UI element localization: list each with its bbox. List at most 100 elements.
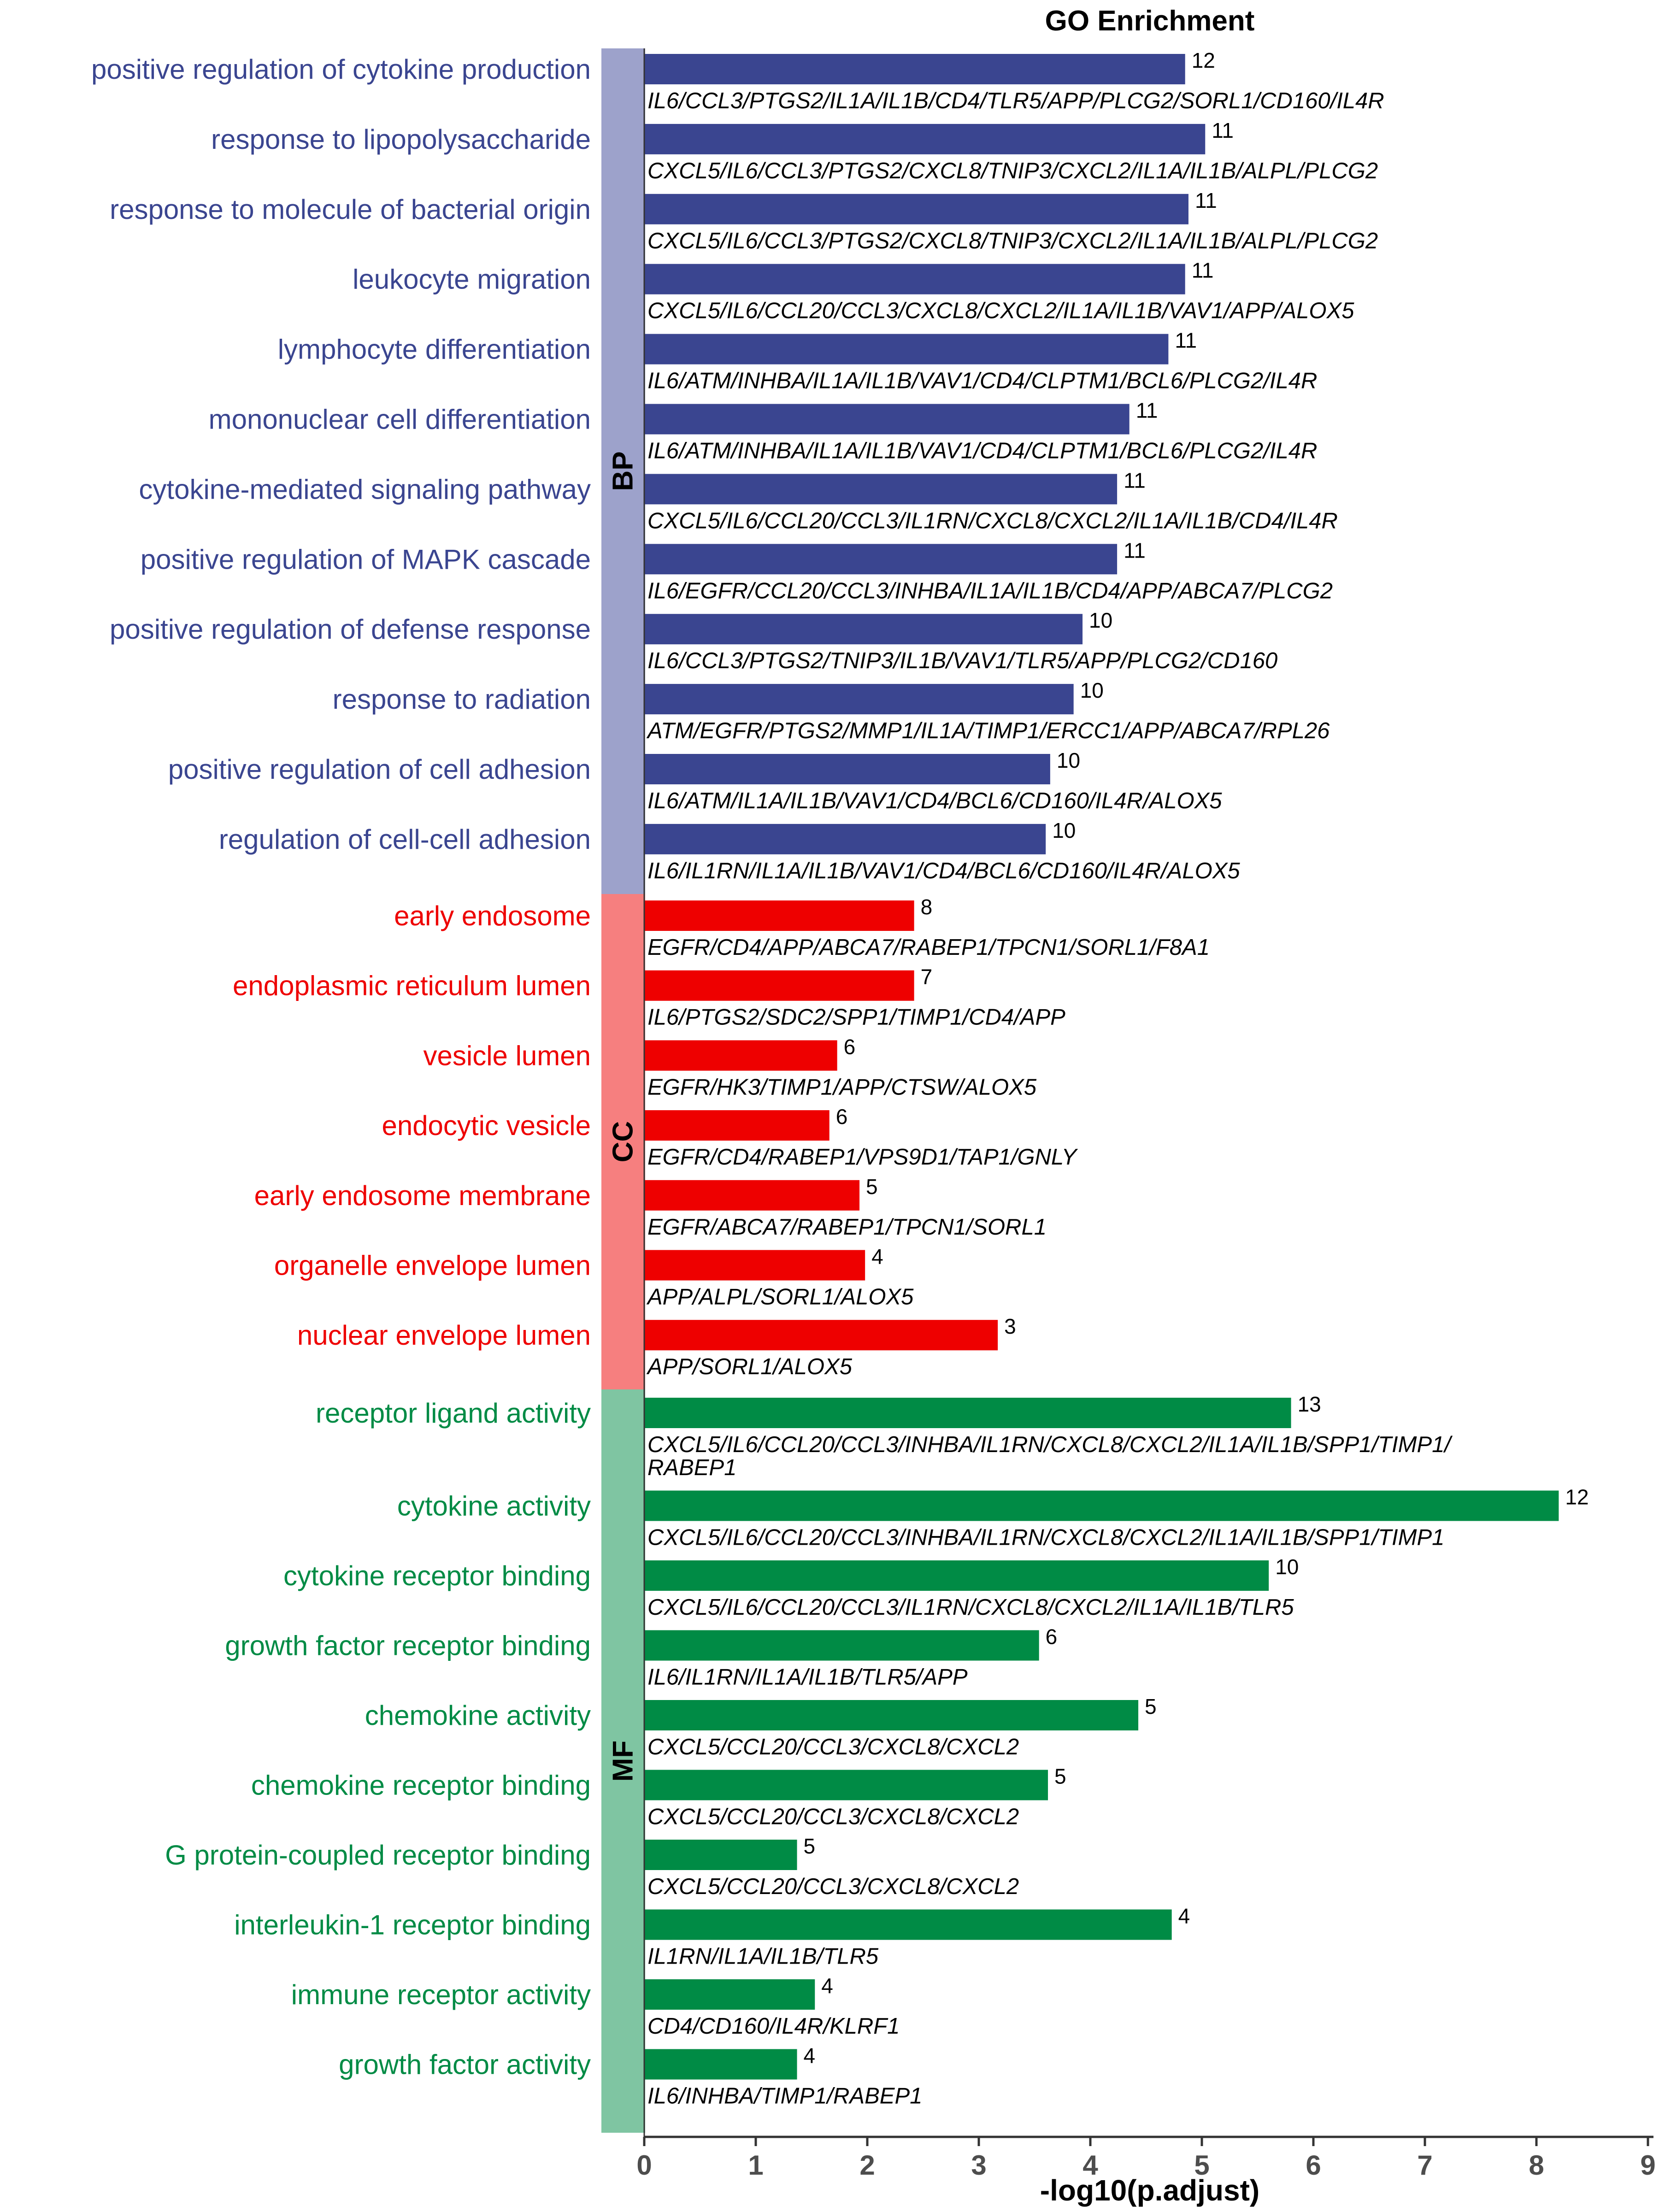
term-label: growth factor activity [339,2049,591,2080]
term-label: cytokine-mediated signaling pathway [139,474,591,505]
gene-list: IL6/INHBA/TIMP1/RABEP1 [647,2084,922,2109]
gene-list: IL6/IL1RN/IL1A/IL1B/TLR5/APP [647,1665,968,1690]
facet-strips: BP CC MF [601,48,645,2133]
term-label: positive regulation of cytokine producti… [91,54,591,85]
count-label: 5 [1145,1694,1157,1718]
term-label: organelle envelope lumen [274,1250,591,1281]
bar [644,1909,1172,1940]
term-label: cytokine activity [397,1491,591,1522]
count-label: 3 [1004,1314,1016,1338]
bar [644,1770,1048,1800]
bar [644,1979,815,2010]
bar [644,474,1118,505]
gene-list: CXCL5/IL6/CCL20/CCL3/INHBA/IL1RN/CXCL8/C… [647,1432,1453,1457]
bar [644,1320,998,1351]
gene-list: EGFR/CD4/RABEP1/VPS9D1/TAP1/GNLY [647,1145,1078,1170]
count-label: 11 [1124,538,1146,562]
bar [644,684,1074,715]
gene-list: CXCL5/CCL20/CCL3/CXCL8/CXCL2 [647,1735,1019,1759]
bar [644,614,1083,645]
gene-list: EGFR/ABCA7/RABEP1/TPCN1/SORL1 [647,1215,1047,1240]
count-label: 13 [1298,1392,1321,1416]
gene-list: IL6/EGFR/CCL20/CCL3/INHBA/IL1A/IL1B/CD4/… [647,578,1333,603]
count-label: 11 [1192,259,1214,282]
x-tick-label: 7 [1417,2150,1432,2181]
gene-list: CXCL5/IL6/CCL20/CCL3/CXCL8/CXCL2/IL1A/IL… [647,299,1354,324]
term-label: early endosome [394,900,591,931]
facet-strip-mf [601,1389,645,2133]
count-label: 5 [804,1834,816,1858]
count-label: 6 [844,1035,856,1059]
bar [644,824,1046,854]
gene-list: IL6/IL1RN/IL1A/IL1B/VAV1/CD4/BCL6/CD160/… [647,859,1240,883]
bar [644,54,1185,84]
x-tick-label: 9 [1640,2150,1655,2181]
facet-strip-bp [601,48,645,894]
x-tick-label: 1 [748,2150,763,2181]
term-label: interleukin-1 receptor binding [234,1910,591,1941]
term-label: G protein-coupled receptor binding [165,1840,591,1871]
gene-list: IL6/ATM/INHBA/IL1A/IL1B/VAV1/CD4/CLPTM1/… [647,439,1317,464]
facet-strip-cc [601,894,645,1389]
gene-list: CD4/CD160/IL4R/KLRF1 [647,2014,900,2039]
gene-list: EGFR/CD4/APP/ABCA7/RABEP1/TPCN1/SORL1/F8… [647,935,1210,960]
chart-title: GO Enrichment [1045,5,1255,37]
gene-list: CXCL5/IL6/CCL3/PTGS2/CXCL8/TNIP3/CXCL2/I… [647,159,1378,183]
count-label: 12 [1565,1485,1588,1509]
x-tick-label: 4 [1082,2150,1098,2181]
term-label: nuclear envelope lumen [297,1320,591,1351]
count-label: 10 [1080,678,1104,702]
facet-label-bp: BP [607,451,639,491]
count-label: 11 [1124,468,1146,492]
term-label: immune receptor activity [291,1979,591,2010]
count-label: 4 [821,1974,833,1998]
bar [644,404,1130,435]
term-label: chemokine receptor binding [251,1770,591,1801]
term-label: positive regulation of MAPK cascade [141,544,591,575]
term-label: leukocyte migration [353,264,591,295]
gene-list: APP/SORL1/ALOX5 [646,1354,853,1379]
x-tick-label: 6 [1306,2150,1321,2181]
gene-list: ATM/EGFR/PTGS2/MMP1/IL1A/TIMP1/ERCC1/APP… [646,718,1330,743]
count-label: 8 [921,895,933,919]
term-label: mononuclear cell differentiation [209,404,591,435]
gene-list: IL6/CCL3/PTGS2/IL1A/IL1B/CD4/TLR5/APP/PL… [647,88,1384,113]
gene-list: CXCL5/IL6/CCL20/CCL3/INHBA/IL1RN/CXCL8/C… [647,1525,1444,1550]
gene-list: CXCL5/IL6/CCL3/PTGS2/CXCL8/TNIP3/CXCL2/I… [647,229,1378,253]
term-label: endocytic vesicle [382,1110,591,1141]
gene-list: EGFR/HK3/TIMP1/APP/CTSW/ALOX5 [647,1075,1037,1100]
term-label: growth factor receptor binding [225,1630,591,1661]
count-label: 10 [1275,1555,1299,1579]
term-label: cytokine receptor binding [283,1560,591,1591]
x-tick-label: 5 [1194,2150,1209,2181]
bar [644,2049,797,2080]
bar [644,1560,1269,1591]
gene-list: IL6/PTGS2/SDC2/SPP1/TIMP1/CD4/APP [647,1005,1065,1030]
facet-label-cc: CC [607,1121,639,1163]
x-tick-label: 3 [971,2150,986,2181]
gene-list: CXCL5/CCL20/CCL3/CXCL8/CXCL2 [647,1874,1019,1899]
gene-list: CXCL5/IL6/CCL20/CCL3/IL1RN/CXCL8/CXCL2/I… [647,508,1338,533]
count-label: 6 [1046,1625,1058,1649]
term-label: early endosome membrane [254,1180,591,1211]
gene-list: IL1RN/IL1A/IL1B/TLR5 [647,1944,879,1969]
count-label: 5 [1054,1765,1066,1788]
count-label: 4 [804,2044,816,2068]
term-label: response to radiation [333,684,591,715]
x-tick-label: 0 [636,2150,652,2181]
count-label: 4 [871,1245,883,1269]
count-label: 11 [1175,329,1197,353]
count-label: 7 [921,965,933,989]
bar [644,900,914,931]
facet-label-mf: MF [607,1741,639,1782]
bar [644,1630,1039,1661]
term-label: regulation of cell-cell adhesion [219,824,591,855]
term-label: response to lipopolysaccharide [211,124,591,155]
gene-list: APP/ALPL/SORL1/ALOX5 [646,1285,914,1310]
bar [644,1490,1559,1521]
count-label: 12 [1192,48,1215,72]
term-label: vesicle lumen [424,1040,591,1071]
bar [644,1180,860,1211]
count-label: 10 [1057,748,1080,772]
